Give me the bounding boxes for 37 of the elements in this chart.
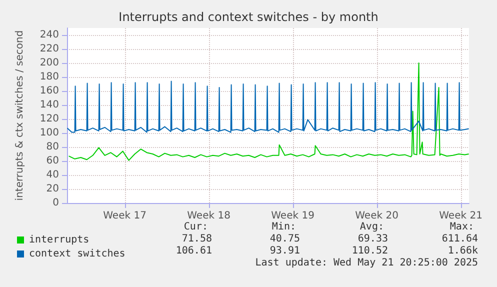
x-tick-label: Week 17 [103, 210, 146, 222]
x-tick-label: Week 19 [271, 210, 314, 222]
y-tick-label: 120 [40, 114, 59, 124]
y-tick-label: 20 [46, 184, 59, 194]
y-tick-label: 220 [40, 44, 59, 54]
y-tick-label: 100 [40, 128, 59, 138]
x-tick-label: Week 18 [187, 210, 230, 222]
y-tick-label: 60 [46, 156, 59, 166]
y-tick-label: 140 [40, 100, 59, 110]
y-tick-label: 160 [40, 86, 59, 96]
text: Min: [272, 222, 296, 232]
legend-label: context switches [29, 248, 126, 260]
text: 1.66k [448, 246, 478, 256]
text: Avg: [360, 222, 384, 232]
text: Cur: [184, 222, 208, 232]
text: Last update: Wed May 21 20:25:00 2025 [255, 258, 478, 268]
y-axis-title: interrupts & ctx switches / second [14, 30, 26, 201]
y-tick-label: 200 [40, 58, 59, 68]
text: 106.61 [176, 246, 212, 256]
text: 93.91 [270, 246, 300, 256]
x-tick-label: Week 20 [355, 210, 398, 222]
text: Max: [450, 222, 474, 232]
text: 71.58 [182, 234, 212, 244]
y-tick-label: 40 [46, 170, 59, 180]
y-tick-label: 0 [52, 198, 59, 208]
y-tick-label: 240 [40, 30, 59, 40]
text: 110.52 [352, 246, 388, 256]
text: 611.64 [442, 234, 478, 244]
chart-title: Interrupts and context switches - by month [118, 10, 378, 24]
line-series [66, 80, 470, 133]
y-tick-label: 80 [46, 142, 59, 152]
legend-label: interrupts [29, 234, 90, 246]
text: 40.75 [270, 234, 300, 244]
text: 69.33 [358, 234, 388, 244]
y-tick-label: 180 [40, 72, 59, 82]
x-tick-label: Week 21 [439, 210, 482, 222]
line-series [68, 62, 470, 161]
